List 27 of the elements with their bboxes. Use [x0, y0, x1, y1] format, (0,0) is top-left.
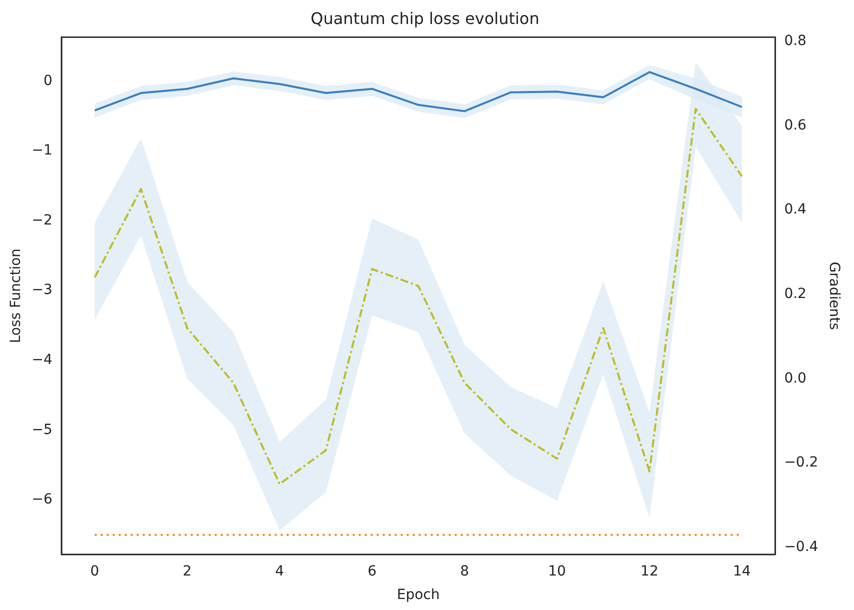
- y-tick-label: −2: [32, 212, 52, 228]
- y2-tick-label: 0.2: [784, 286, 806, 302]
- y-tick-label: 0: [44, 72, 52, 89]
- y-axis-title: Loss Function: [8, 248, 24, 344]
- x-tick-label: 8: [460, 563, 470, 580]
- x-axis-title: Epoch: [396, 587, 440, 604]
- y2-tick-label: −0.2: [784, 454, 818, 471]
- y-tick-label: −4: [32, 352, 53, 368]
- y-tick-label: −5: [32, 422, 52, 438]
- chart-title: Quantum chip loss evolution: [310, 8, 540, 28]
- line-series: [94, 108, 743, 486]
- y2-tick-label: 0.0: [784, 370, 806, 386]
- x-tick-label: 2: [182, 563, 192, 580]
- y2-tick-label: −0.4: [784, 538, 818, 555]
- y2-tick-label: 0.8: [784, 33, 806, 50]
- y2-axis-title: Gradients: [826, 262, 842, 330]
- x-tick-label: 10: [548, 563, 566, 580]
- x-tick-label: 4: [275, 563, 284, 580]
- y2-tick-label: 0.6: [784, 117, 807, 134]
- y-tick-label: −1: [32, 142, 52, 159]
- x-tick-label: 12: [640, 563, 658, 580]
- x-tick-label: 0: [90, 563, 100, 580]
- y-tick-label: −3: [32, 282, 52, 298]
- x-tick-label: 6: [368, 563, 377, 580]
- y-tick-label: −6: [32, 492, 53, 508]
- y2-tick-label: 0.4: [784, 202, 807, 218]
- x-tick-label: 14: [733, 563, 751, 580]
